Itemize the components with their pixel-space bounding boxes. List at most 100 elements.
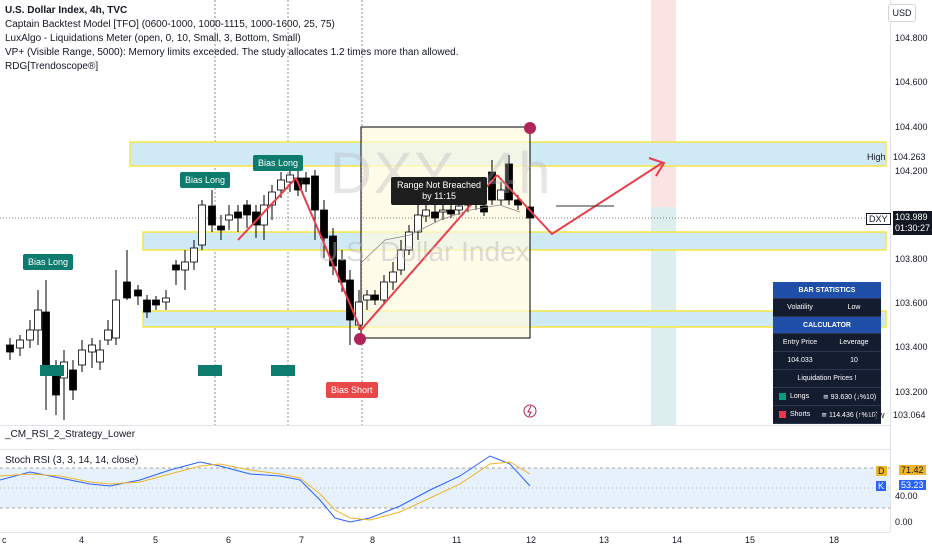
price-axis[interactable]: 104.800 104.600 104.400 104.200 103.800 … xyxy=(890,0,932,532)
time-tick: 7 xyxy=(299,535,305,545)
shorts-swatch xyxy=(779,411,786,418)
price-tick: 103.200 xyxy=(895,387,928,397)
main-chart[interactable]: DXY, 4h U.S. Dollar Index U.S. Dollar In… xyxy=(0,0,890,425)
candle-body xyxy=(112,299,120,339)
price-tick: 103.800 xyxy=(895,254,928,264)
stoch-rsi-pane[interactable] xyxy=(0,450,890,532)
price-tick: 104.800 xyxy=(895,33,928,43)
stoch-tick: 40.00 xyxy=(895,491,918,501)
candle-body xyxy=(34,309,42,331)
calculator-header: CALCULATOR xyxy=(773,317,881,334)
indicator-legend-line[interactable]: Captain Backtest Model [TFO] (0600-1000,… xyxy=(5,19,335,30)
time-tick: 12 xyxy=(526,535,537,545)
k-value-tag: 53.23 xyxy=(899,480,926,490)
projection-arrow xyxy=(648,157,666,177)
indicator-legend-line[interactable]: LuxAlgo - Liquidations Meter (open, 0, 1… xyxy=(5,33,301,44)
candle-body xyxy=(42,311,50,373)
stats-table: BAR STATISTICS Volatility Low CALCULATOR… xyxy=(773,282,881,424)
leverage-value: 10 xyxy=(850,357,858,364)
candle-body xyxy=(302,177,310,185)
lightning-icon xyxy=(523,404,537,418)
stoch-rsi-svg xyxy=(0,455,890,523)
candle-body xyxy=(96,349,104,363)
candle-body xyxy=(123,281,131,299)
candle-body xyxy=(162,297,170,303)
range-tooltip-line: by 11:15 xyxy=(422,191,456,201)
rsi-indicator-title[interactable]: _CM_RSI_2_Strategy_Lower xyxy=(5,429,136,440)
candle-body xyxy=(320,209,328,239)
time-tick: 13 xyxy=(599,535,610,545)
entry-price-label: Entry Price xyxy=(782,339,818,346)
candle-body xyxy=(405,231,413,251)
calculator-values-row: 104.033 10 xyxy=(773,352,881,370)
candle-body xyxy=(505,163,513,201)
time-tick: 8 xyxy=(370,535,376,545)
candle-body xyxy=(198,204,206,246)
stoch-k-line xyxy=(0,455,531,523)
price-tick: 104.200 xyxy=(895,166,928,176)
stoch-indicator-title[interactable]: Stoch RSI (3, 3, 14, 14, close) xyxy=(5,455,139,466)
high-value-tag: 104.263 xyxy=(893,152,926,162)
time-tick: 14 xyxy=(672,535,683,545)
candlesticks xyxy=(6,155,534,420)
longs-row: Longs ≅ 93.630 (↓%10) xyxy=(773,388,881,406)
candle-body xyxy=(208,205,216,226)
signal-marker xyxy=(271,365,295,376)
d-value-tag: 71.42 xyxy=(899,465,926,475)
time-tick: 15 xyxy=(745,535,756,545)
candle-body xyxy=(134,289,142,297)
time-tick: 5 xyxy=(153,535,159,545)
currency-button[interactable]: USD xyxy=(888,4,916,22)
candle-body xyxy=(346,279,354,321)
candle-body xyxy=(447,209,455,215)
candle-body xyxy=(431,211,439,219)
candle-body xyxy=(526,206,534,219)
longs-value: ≅ 93.630 (↓%10) xyxy=(822,393,877,401)
candle-body xyxy=(181,261,189,271)
pane-divider[interactable] xyxy=(0,425,890,426)
price-chart-svg[interactable] xyxy=(0,0,890,425)
d-label: D xyxy=(876,466,887,476)
indicator-legend-line[interactable]: VP+ (Visible Range, 5000): Memory limits… xyxy=(5,47,459,58)
candle-body xyxy=(16,339,24,349)
candle-body xyxy=(311,175,319,211)
candle-body xyxy=(277,179,285,191)
time-tick: 6 xyxy=(226,535,232,545)
bar-countdown: 01:30:27 xyxy=(895,223,931,233)
candle-body xyxy=(389,271,397,283)
candle-body xyxy=(143,299,151,313)
bias-long-label: Bias Long xyxy=(253,155,304,171)
candle-body xyxy=(286,174,294,183)
candle-body xyxy=(480,205,488,213)
bias-long-label: Bias Long xyxy=(180,172,231,188)
shorts-label: Shorts xyxy=(790,411,811,418)
candle-body xyxy=(455,205,463,211)
volatility-label: Volatility xyxy=(787,304,813,311)
candle-body xyxy=(69,369,77,391)
time-tick: 11 xyxy=(452,535,462,545)
range-tooltip: Range Not Breached by 11:15 xyxy=(391,177,488,205)
chart-legend: U.S. Dollar Index, 4h, TVC Captain Backt… xyxy=(5,4,458,74)
candle-body xyxy=(104,329,112,341)
calculator-labels-row: Entry Price Leverage xyxy=(773,334,881,352)
price-tick: 104.400 xyxy=(895,122,928,132)
time-tick: 4 xyxy=(79,535,85,545)
candle-body xyxy=(190,247,198,263)
low-label: Low xyxy=(868,410,885,420)
projection-line xyxy=(295,177,362,331)
name-watermark: U.S. Dollar Index xyxy=(318,236,530,267)
candle-body xyxy=(78,349,86,366)
candle-body xyxy=(397,249,405,271)
current-price-tag: 103.989 01:30:27 xyxy=(893,211,932,235)
entry-price-value: 104.033 xyxy=(787,357,813,364)
time-axis[interactable] xyxy=(0,532,890,551)
pane-divider[interactable] xyxy=(0,449,890,450)
price-tick: 103.400 xyxy=(895,342,928,352)
stats-header: BAR STATISTICS xyxy=(773,282,881,299)
candle-body xyxy=(439,209,447,213)
chart-title[interactable]: U.S. Dollar Index, 4h, TVC xyxy=(5,5,128,16)
projection-line xyxy=(237,177,297,241)
indicator-legend-line[interactable]: RDG[Trendoscope®] xyxy=(5,61,99,72)
projection-line xyxy=(496,162,663,236)
candle-body xyxy=(243,204,251,216)
